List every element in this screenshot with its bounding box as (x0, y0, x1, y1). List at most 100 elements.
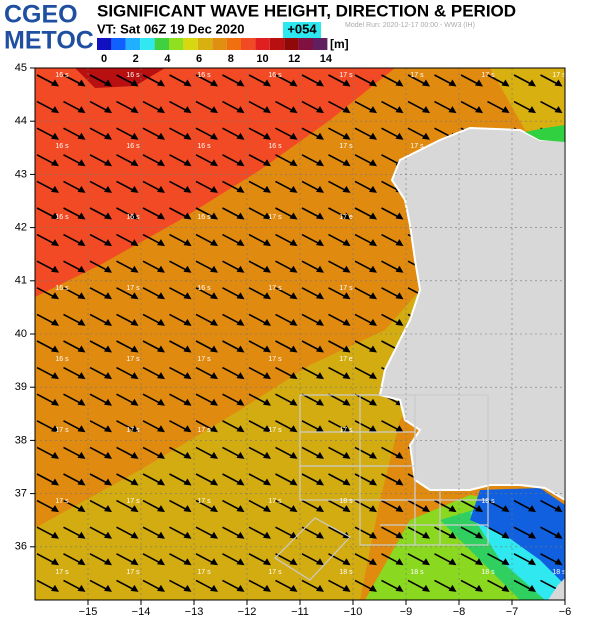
arrow-head (130, 372, 139, 380)
arrow-head (422, 106, 430, 114)
arrow-head (289, 185, 298, 193)
arrow-head (77, 451, 86, 459)
period-label: 16 s (197, 143, 211, 150)
arrow-head (263, 451, 271, 459)
arrow-head (51, 451, 59, 459)
logo: METOC (4, 27, 94, 55)
arrow-head (316, 239, 324, 247)
arrow-head (316, 212, 324, 220)
period-label: 17 s (126, 356, 140, 363)
arrow-head (183, 584, 192, 592)
arrow-head (183, 132, 192, 140)
arrow-head (130, 212, 139, 220)
colorbar-swatch (125, 38, 141, 50)
arrow-head (236, 212, 245, 220)
arrow-head (501, 79, 510, 87)
arrow-head (528, 531, 536, 539)
arrow-head (369, 505, 377, 513)
arrow-head (448, 505, 457, 513)
arrow-head (236, 372, 245, 380)
arrow-head (157, 345, 165, 353)
period-label: 17 s (268, 427, 282, 434)
period-label: 17 s (197, 427, 211, 434)
arrow-head (104, 345, 112, 353)
arrow-head (77, 265, 86, 273)
arrow-head (263, 212, 271, 220)
arrow-head (236, 425, 245, 433)
arrow-head (289, 292, 298, 300)
arrow-head (183, 478, 192, 486)
arrow-head (157, 398, 165, 406)
period-label: 17 s (410, 143, 424, 150)
arrow-head (183, 239, 192, 247)
arrow-head (77, 292, 86, 300)
arrow-head (157, 318, 165, 326)
period-label: 17 s (268, 214, 282, 221)
colorbar-swatch (298, 38, 313, 50)
arrow-head (342, 292, 351, 300)
colorbar-swatch (197, 38, 213, 50)
lat-label: 38 (15, 434, 27, 446)
arrow-head (130, 265, 139, 273)
arrow-head (395, 106, 404, 114)
arrow-head (395, 558, 404, 566)
arrow-head (183, 531, 192, 539)
arrow-head (263, 239, 271, 247)
colorbar-swatch (284, 38, 299, 50)
arrow-head (369, 212, 377, 220)
arrow-head (289, 505, 298, 513)
arrow-head (448, 79, 457, 87)
arrow-head (210, 558, 218, 566)
arrow-head (342, 505, 351, 513)
arrow-head (183, 345, 192, 353)
arrow-head (342, 239, 351, 247)
arrow-head (236, 132, 245, 140)
period-label: 17 s (268, 356, 282, 363)
arrow-head (236, 79, 245, 87)
period-label: 17 s (268, 569, 282, 576)
arrow-head (422, 505, 430, 513)
arrow-head (183, 185, 192, 193)
arrow-head (157, 531, 165, 539)
arrow-head (77, 584, 86, 592)
arrow-head (77, 318, 86, 326)
arrow-head (183, 558, 192, 566)
arrow-head (236, 345, 245, 353)
arrow-head (157, 265, 165, 273)
arrow-head (342, 345, 351, 353)
arrow-head (51, 584, 59, 592)
arrow-head (130, 185, 139, 193)
lat-label: 44 (15, 115, 27, 127)
arrow-head (289, 212, 298, 220)
period-label: 16 s (197, 214, 211, 221)
period-label: 17 s (197, 569, 211, 576)
arrow-head (183, 79, 192, 87)
arrow-head (263, 372, 271, 380)
arrow-head (236, 398, 245, 406)
arrow-head (316, 584, 324, 592)
arrow-head (369, 106, 377, 114)
colorbar-swatch (111, 38, 126, 50)
period-label: 16 s (55, 72, 69, 79)
colorbar-label: 8 (228, 53, 234, 65)
period-label: 17 s (126, 427, 140, 434)
arrow-head (289, 159, 298, 167)
period-label: 16 s (55, 143, 69, 150)
arrow-head (210, 398, 218, 406)
arrow-head (342, 132, 351, 140)
arrow-head (369, 345, 377, 353)
arrow-head (183, 372, 192, 380)
arrow-head (236, 159, 245, 167)
arrow-head (316, 265, 324, 273)
arrow-head (130, 292, 139, 300)
colorbar-swatch (97, 38, 112, 50)
arrow-head (342, 212, 351, 220)
arrow-head (342, 106, 351, 114)
period-label: 18 s (552, 569, 566, 576)
arrow-head (183, 451, 192, 459)
colorbar-label: 14 (320, 53, 333, 65)
colorbar-swatch (255, 38, 270, 50)
arrow-head (263, 558, 271, 566)
lon-label: −12 (238, 606, 257, 618)
lon-label: −6 (559, 606, 572, 618)
